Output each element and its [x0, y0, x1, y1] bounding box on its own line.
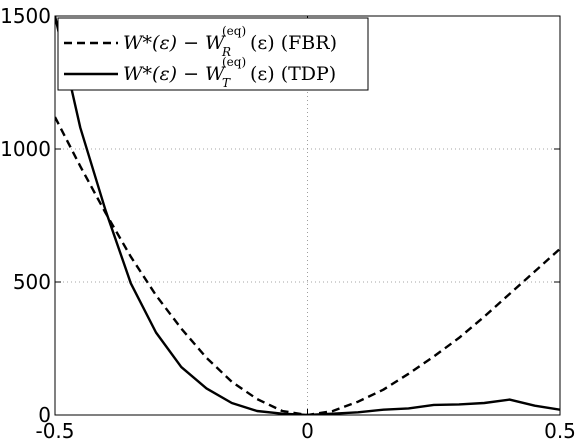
series-line-tdp [55, 16, 560, 415]
legend-label-fbr-main: W*(ε) − W [123, 32, 226, 54]
legend-label-fbr-sup: (eq) [222, 24, 246, 38]
y-tick-label: 1000 [0, 137, 51, 161]
legend-entry-fbr: W*(ε) − W (eq) R (ε) (FBR) [123, 24, 337, 59]
x-tick-label: 0 [301, 419, 314, 442]
y-tick-label: 500 [13, 270, 51, 294]
legend-label-tdp-main: W*(ε) − W [123, 63, 226, 85]
grid-lines [55, 16, 560, 415]
series-line-fbr [55, 116, 560, 415]
legend: W*(ε) − W (eq) R (ε) (FBR) W*(ε) − W (eq… [57, 17, 369, 91]
legend-label-tdp-tail: (ε) (TDP) [250, 63, 336, 85]
legend-label-tdp-sup: (eq) [222, 55, 246, 69]
x-tick-label: -0.5 [35, 419, 74, 442]
axis-ticks [54, 15, 561, 416]
y-tick-label: 1500 [0, 4, 51, 28]
series-lines [55, 16, 560, 415]
x-tick-label: 0.5 [544, 419, 576, 442]
y-tick-label: 0 [38, 403, 51, 427]
legend-box [57, 17, 369, 91]
legend-entry-tdp: W*(ε) − W (eq) T (ε) (TDP) [123, 55, 336, 90]
legend-label-fbr-tail: (ε) (FBR) [250, 32, 337, 54]
legend-label-tdp-sub: T [222, 76, 231, 90]
legend-label-fbr-sub: R [221, 45, 231, 59]
